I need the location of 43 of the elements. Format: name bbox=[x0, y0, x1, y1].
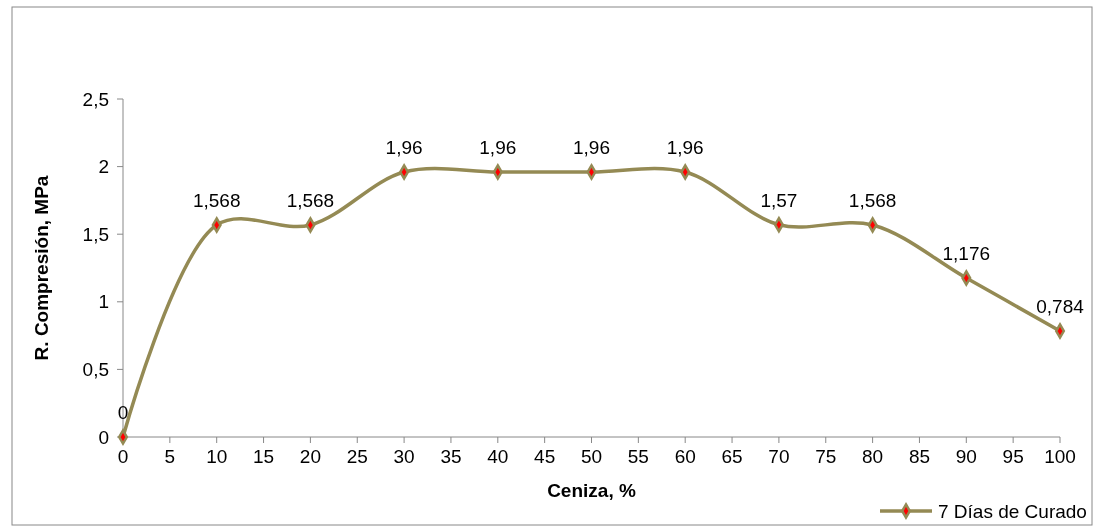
data-label: 1,96 bbox=[573, 137, 610, 159]
x-tick-label: 100 bbox=[1044, 446, 1076, 467]
x-tick-label: 75 bbox=[815, 446, 837, 467]
y-axis-title: R. Compresión, MPa bbox=[31, 175, 52, 361]
data-label: 1,57 bbox=[760, 189, 798, 211]
x-tick-label: 50 bbox=[580, 446, 603, 467]
x-tick-label: 30 bbox=[393, 446, 415, 467]
y-tick-label: 0 bbox=[98, 426, 109, 448]
y-tick-label: 2,5 bbox=[82, 88, 109, 110]
data-label: 1,568 bbox=[848, 190, 897, 212]
y-tick-label: 0,5 bbox=[82, 359, 109, 381]
point bbox=[1054, 323, 1066, 339]
x-tick-label: 45 bbox=[534, 446, 556, 467]
x-tick-label: 55 bbox=[627, 446, 649, 467]
data-label: 0 bbox=[117, 402, 129, 423]
x-axis-title: Ceniza, % bbox=[547, 480, 636, 501]
data-label: 1,96 bbox=[479, 137, 517, 159]
x-tick-label: 60 bbox=[674, 446, 696, 467]
legend-label: 7 Días de Curado bbox=[938, 500, 1087, 522]
x-tick-label: 95 bbox=[1002, 446, 1024, 467]
x-tick-label: 65 bbox=[721, 446, 743, 467]
y-tick-label: 1,5 bbox=[82, 223, 109, 245]
x-tick-label: 80 bbox=[862, 446, 884, 467]
y-tick-label: 1 bbox=[98, 291, 109, 313]
data-label: 1,176 bbox=[942, 243, 991, 264]
x-tick-label: 90 bbox=[955, 446, 977, 467]
data-label: 1,96 bbox=[666, 137, 704, 159]
y-tick-label: 2 bbox=[98, 156, 109, 178]
x-tick-label: 0 bbox=[117, 446, 129, 467]
x-tick-label: 85 bbox=[908, 446, 931, 467]
data-label: 1,568 bbox=[192, 190, 241, 212]
x-tick-label: 70 bbox=[768, 446, 790, 467]
x-tick-label: 10 bbox=[206, 446, 228, 467]
x-tick-label: 25 bbox=[346, 446, 368, 467]
data-label: 1,96 bbox=[385, 137, 423, 159]
x-tick-label: 15 bbox=[252, 446, 275, 467]
data-label: 1,568 bbox=[286, 190, 335, 212]
x-tick-label: 5 bbox=[164, 446, 176, 467]
point bbox=[117, 429, 129, 445]
x-tick-label: 35 bbox=[440, 446, 462, 467]
x-tick-label: 20 bbox=[299, 446, 321, 467]
data-label: 0,784 bbox=[1036, 296, 1085, 317]
x-tick-label: 40 bbox=[487, 446, 509, 467]
